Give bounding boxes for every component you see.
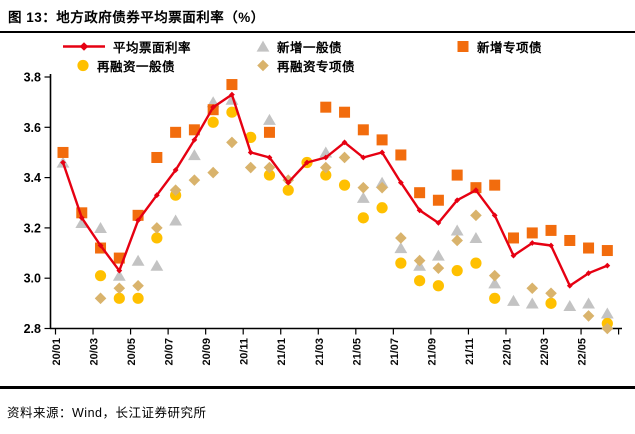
x-axis-label: 20/07 [164,338,176,366]
footer-divider [0,386,635,389]
legend-label: 平均票面利率 [113,40,192,55]
x-axis-label: 21/09 [426,338,438,366]
y-axis-label: 3.0 [24,272,41,286]
legend-label: 新增专项债 [477,40,543,55]
series-refinancing-general-bond [94,106,613,330]
series-new-general-bond [56,93,614,319]
x-axis-label: 20/05 [126,338,138,366]
y-axis-label: 3.6 [24,121,41,135]
y-axis-label: 2.8 [24,322,41,336]
x-axis-label: 21/07 [389,338,401,366]
circle-marker-icon [76,59,90,72]
x-axis-label: 22/05 [577,338,589,366]
x-axis-label: 20/11 [239,338,251,365]
series-new-special-bond [57,79,613,264]
legend-item-refinancing-special-bond: 再融资专项债 [256,58,356,74]
x-axis-label: 20/01 [51,338,63,366]
legend-item-new-special-bond: 新增专项债 [456,39,543,55]
x-axis-label: 22/03 [539,338,551,366]
legend-item-refinancing-general-bond: 再融资一般债 [76,58,176,74]
x-axis-label: 21/05 [351,338,363,366]
x-axis-label: 21/03 [314,338,326,366]
triangle-marker-icon [256,40,270,53]
legend-item-avg-coupon-rate-line: 平均票面利率 [62,39,192,55]
series-avg-coupon-rate-line [60,91,611,289]
y-axis-label: 3.4 [24,171,41,185]
source-note: 资料来源：Wind，长江证券研究所 [7,406,207,420]
legend-label: 再融资专项债 [277,59,356,74]
square-marker-icon [456,40,470,53]
y-axis-label: 3.2 [24,221,41,235]
page-title: 图 13：地方政府债券平均票面利率（%） [8,10,265,25]
legend-label: 新增一般债 [277,40,343,55]
series-refinancing-special-bond [94,136,614,335]
line-marker-icon [62,40,106,53]
x-axis-label: 20/09 [201,338,213,366]
legend-label: 再融资一般债 [97,59,176,74]
x-axis-label: 22/01 [501,338,513,366]
title-divider [0,31,635,33]
diamond-marker-icon [256,59,270,72]
x-axis-label: 21/11 [464,338,476,365]
x-axis-label: 21/01 [276,338,288,366]
legend-item-new-general-bond: 新增一般债 [256,39,343,55]
x-axis-label: 20/03 [89,338,101,366]
y-axis-label: 3.8 [24,71,41,85]
